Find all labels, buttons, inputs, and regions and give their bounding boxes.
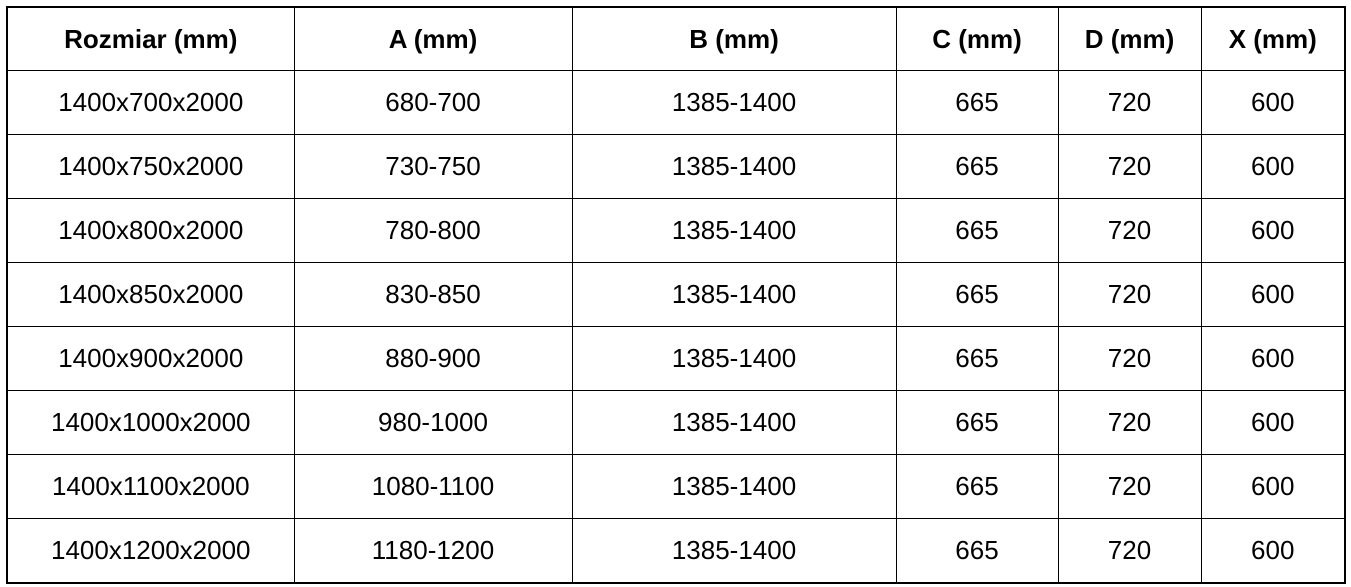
cell-a: 780-800 [293, 198, 573, 263]
cell-x: 600 [1200, 518, 1346, 584]
column-header-c: C (mm) [895, 6, 1059, 71]
cell-x: 600 [1200, 70, 1346, 135]
cell-d: 720 [1057, 326, 1202, 391]
cell-c: 665 [895, 198, 1059, 263]
cell-a: 680-700 [293, 70, 573, 135]
cell-a: 880-900 [293, 326, 573, 391]
cell-x: 600 [1200, 326, 1346, 391]
cell-b: 1385-1400 [571, 326, 897, 391]
cell-a: 730-750 [293, 134, 573, 199]
cell-x: 600 [1200, 198, 1346, 263]
cell-x: 600 [1200, 454, 1346, 519]
cell-d: 720 [1057, 454, 1202, 519]
cell-size: 1400x800x2000 [6, 198, 295, 263]
cell-b: 1385-1400 [571, 454, 897, 519]
cell-d: 720 [1057, 262, 1202, 327]
cell-b: 1385-1400 [571, 70, 897, 135]
table-row: 1400x1000x2000 980-1000 1385-1400 665 720 600 [6, 390, 1346, 455]
dimensions-table: Rozmiar (mm) A (mm) B (mm) C (mm) D (mm) X (m… [6, 6, 1346, 584]
header-row: Rozmiar (mm) A (mm) B (mm) C (mm) D (mm) X (m… [6, 6, 1346, 71]
cell-size: 1400x850x2000 [6, 262, 295, 327]
cell-size: 1400x900x2000 [6, 326, 295, 391]
cell-x: 600 [1200, 262, 1346, 327]
table-row: 1400x1200x2000 1180-1200 1385-1400 665 720 60… [6, 518, 1346, 584]
table-row: 1400x800x2000 780-800 1385-1400 665 720 600 [6, 198, 1346, 263]
cell-d: 720 [1057, 518, 1202, 584]
cell-b: 1385-1400 [571, 390, 897, 455]
cell-b: 1385-1400 [571, 198, 897, 263]
cell-d: 720 [1057, 70, 1202, 135]
table-row: 1400x900x2000 880-900 1385-1400 665 720 600 [6, 326, 1346, 391]
cell-a: 1080-1100 [293, 454, 573, 519]
table-row: 1400x700x2000 680-700 1385-1400 665 720 600 [6, 70, 1346, 135]
column-header-x: X (mm) [1200, 6, 1346, 71]
table-row: 1400x750x2000 730-750 1385-1400 665 720 600 [6, 134, 1346, 199]
cell-c: 665 [895, 518, 1059, 584]
cell-a: 980-1000 [293, 390, 573, 455]
table-row: 1400x850x2000 830-850 1385-1400 665 720 600 [6, 262, 1346, 327]
cell-x: 600 [1200, 134, 1346, 199]
cell-c: 665 [895, 134, 1059, 199]
cell-c: 665 [895, 454, 1059, 519]
column-header-size: Rozmiar (mm) [6, 6, 295, 71]
cell-x: 600 [1200, 390, 1346, 455]
cell-b: 1385-1400 [571, 262, 897, 327]
cell-size: 1400x1200x2000 [6, 518, 295, 584]
column-header-d: D (mm) [1057, 6, 1202, 71]
cell-d: 720 [1057, 390, 1202, 455]
cell-size: 1400x1100x2000 [6, 454, 295, 519]
cell-c: 665 [895, 326, 1059, 391]
cell-c: 665 [895, 390, 1059, 455]
cell-b: 1385-1400 [571, 134, 897, 199]
column-header-b: B (mm) [571, 6, 897, 71]
cell-b: 1385-1400 [571, 518, 897, 584]
cell-a: 1180-1200 [293, 518, 573, 584]
table-row: 1400x1100x2000 1080-1100 1385-1400 665 720 60… [6, 454, 1346, 519]
cell-size: 1400x700x2000 [6, 70, 295, 135]
cell-c: 665 [895, 70, 1059, 135]
cell-d: 720 [1057, 134, 1202, 199]
cell-d: 720 [1057, 198, 1202, 263]
cell-c: 665 [895, 262, 1059, 327]
cell-size: 1400x1000x2000 [6, 390, 295, 455]
cell-a: 830-850 [293, 262, 573, 327]
cell-size: 1400x750x2000 [6, 134, 295, 199]
column-header-a: A (mm) [293, 6, 573, 71]
